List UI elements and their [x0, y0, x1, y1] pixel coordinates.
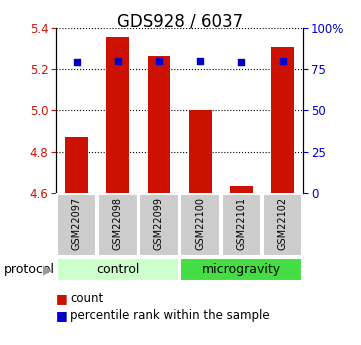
- Text: control: control: [96, 263, 139, 276]
- Text: GSM22100: GSM22100: [195, 197, 205, 250]
- Bar: [57, 194, 96, 256]
- Bar: [271, 47, 294, 193]
- Bar: [180, 258, 303, 281]
- Bar: [106, 37, 129, 193]
- Point: [197, 58, 203, 63]
- Point: [74, 60, 79, 65]
- Text: ■: ■: [56, 309, 68, 322]
- Bar: [57, 258, 179, 281]
- Text: percentile rank within the sample: percentile rank within the sample: [70, 309, 270, 322]
- Point: [115, 58, 121, 63]
- Bar: [65, 137, 88, 193]
- Bar: [189, 110, 212, 193]
- Bar: [222, 194, 261, 256]
- Text: microgravity: microgravity: [202, 263, 281, 276]
- Bar: [230, 186, 253, 193]
- Text: count: count: [70, 292, 104, 305]
- Text: ■: ■: [56, 292, 68, 305]
- Point: [280, 58, 286, 63]
- Point: [156, 58, 162, 63]
- Point: [239, 60, 244, 65]
- Text: GSM22102: GSM22102: [278, 197, 288, 250]
- Bar: [98, 194, 138, 256]
- Bar: [263, 194, 303, 256]
- Bar: [139, 194, 179, 256]
- Text: ▶: ▶: [43, 263, 52, 276]
- Text: GDS928 / 6037: GDS928 / 6037: [117, 12, 244, 30]
- Text: GSM22101: GSM22101: [236, 197, 247, 250]
- Bar: [148, 56, 170, 193]
- Text: GSM22097: GSM22097: [71, 197, 82, 250]
- Text: GSM22099: GSM22099: [154, 197, 164, 250]
- Text: protocol: protocol: [4, 263, 55, 276]
- Bar: [180, 194, 220, 256]
- Text: GSM22098: GSM22098: [113, 197, 123, 250]
